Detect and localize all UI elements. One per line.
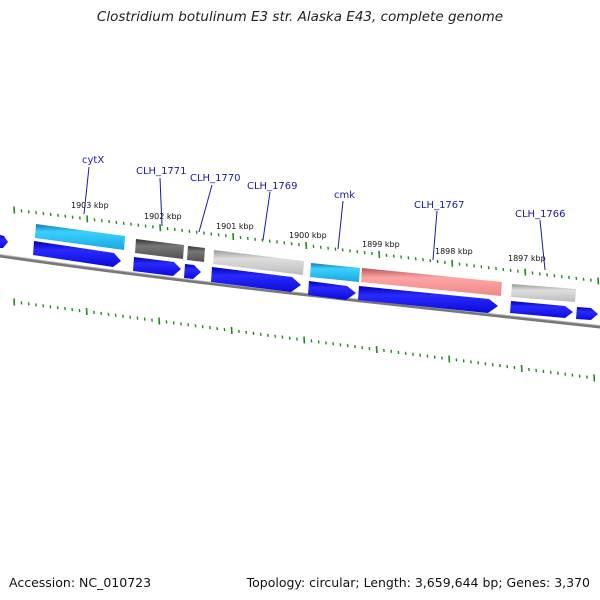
leader-cytX bbox=[83, 166, 90, 215]
tick-label: 1903 kbp bbox=[71, 201, 109, 210]
feature-CLH_1767[interactable] bbox=[361, 268, 502, 296]
cds-arrow-right-edge[interactable] bbox=[576, 307, 598, 320]
tick-label: 1899 kbp bbox=[362, 240, 400, 249]
cds-arrow-CLH_1771[interactable] bbox=[133, 257, 181, 276]
feature-CLH_1769[interactable] bbox=[213, 250, 304, 275]
feature-CLH_1766[interactable] bbox=[511, 284, 576, 302]
tick-ruler-outer bbox=[13, 206, 600, 285]
feature-cmk[interactable] bbox=[310, 263, 360, 282]
cds-track bbox=[0, 235, 598, 320]
cds-arrow-CLH_1770[interactable] bbox=[184, 264, 201, 279]
tick-label: 1898 kbp bbox=[435, 247, 473, 256]
feature-cytX[interactable] bbox=[35, 224, 125, 250]
accession-text: Accession: NC_010723 bbox=[9, 575, 152, 590]
cds-arrow-CLH_1769[interactable] bbox=[211, 267, 301, 292]
leader-CLH_1766 bbox=[539, 219, 546, 271]
genome-summary-text: Topology: circular; Length: 3,659,644 bp… bbox=[246, 575, 590, 590]
tick-label: 1897 kbp bbox=[508, 254, 546, 263]
tick-label: 1901 kbp bbox=[216, 222, 254, 231]
cds-arrow-CLH_1767[interactable] bbox=[358, 286, 498, 313]
tick-labels: 1903 kbp 1902 kbp 1901 kbp 1900 kbp 1899… bbox=[71, 201, 546, 263]
tick-label: 1902 kbp bbox=[144, 212, 182, 221]
cds-arrow-cytX[interactable] bbox=[33, 241, 121, 267]
label-leaders bbox=[83, 166, 546, 271]
cds-arrow-left-edge[interactable] bbox=[0, 235, 8, 248]
leader-CLH_1767 bbox=[432, 210, 438, 261]
gene-label-CLH_1767[interactable]: CLH_1767 bbox=[414, 200, 465, 211]
leader-CLH_1770 bbox=[198, 184, 213, 233]
gene-label-CLH_1770[interactable]: CLH_1770 bbox=[190, 173, 241, 184]
leader-CLH_1771 bbox=[159, 177, 163, 227]
tick-label: 1900 kbp bbox=[289, 231, 327, 240]
gene-labels: cytX CLH_1771 CLH_1770 CLH_1769 cmk CLH_… bbox=[82, 155, 566, 220]
tick-ruler-inner bbox=[13, 298, 596, 382]
cds-arrow-cmk[interactable] bbox=[308, 281, 356, 300]
cds-arrow-CLH_1766[interactable] bbox=[510, 301, 573, 318]
leader-CLH_1769 bbox=[262, 191, 271, 241]
gene-label-CLH_1769[interactable]: CLH_1769 bbox=[247, 181, 298, 192]
leader-cmk bbox=[337, 200, 344, 250]
gene-label-CLH_1766[interactable]: CLH_1766 bbox=[515, 209, 566, 220]
genome-backbone bbox=[0, 254, 600, 329]
feature-track bbox=[35, 224, 576, 302]
genome-backbone-highlight bbox=[0, 254, 600, 326]
feature-CLH_1770[interactable] bbox=[187, 246, 205, 262]
gene-label-cytX[interactable]: cytX bbox=[82, 155, 104, 166]
gene-label-CLH_1771[interactable]: CLH_1771 bbox=[136, 166, 187, 177]
feature-CLH_1771[interactable] bbox=[135, 239, 184, 259]
gene-label-cmk[interactable]: cmk bbox=[334, 190, 355, 201]
map-title: Clostridium botulinum E3 str. Alaska E43… bbox=[96, 9, 504, 25]
